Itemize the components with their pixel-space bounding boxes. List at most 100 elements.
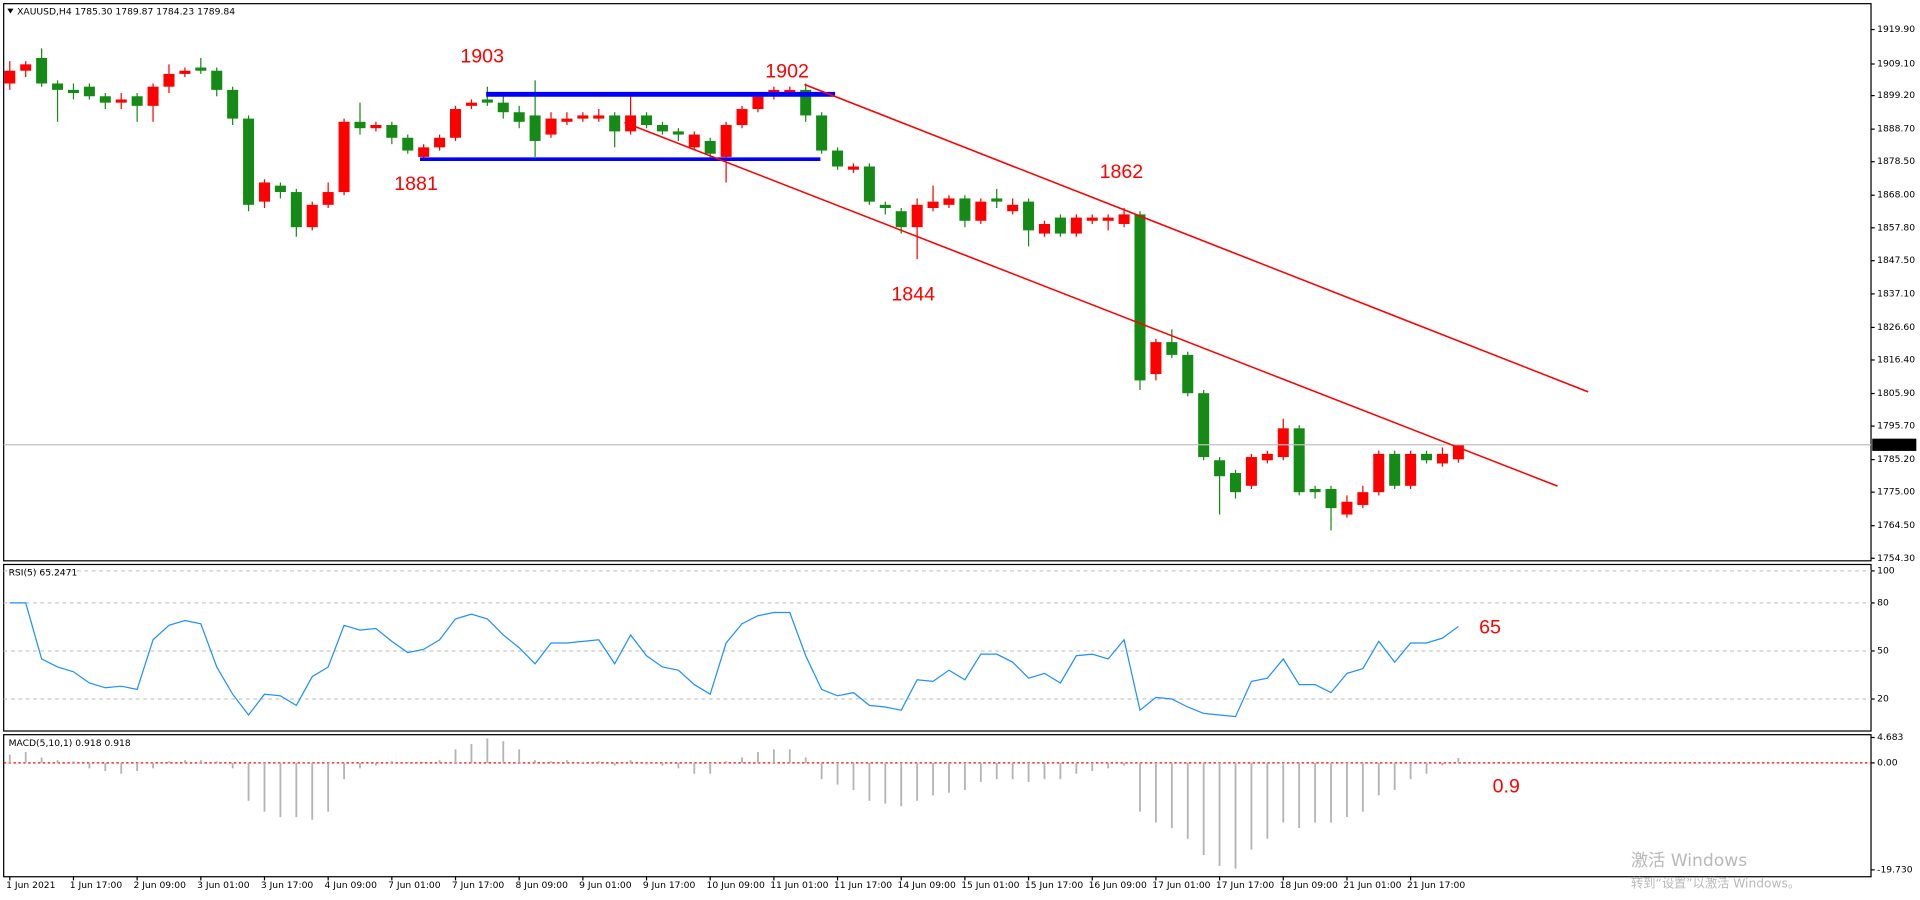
y-tick-label: -19.730 <box>1877 864 1913 875</box>
panel-frame <box>3 563 1872 732</box>
panel-title: RSI(5) 65.2471 <box>9 568 78 579</box>
candle-body <box>609 115 621 132</box>
y-tick-label: 1909.10 <box>1877 59 1915 70</box>
y-tick-label: 4.683 <box>1877 732 1903 743</box>
candle-body <box>1118 214 1130 224</box>
x-tick-label: 18 Jun 09:00 <box>1280 880 1338 891</box>
candle-body <box>338 121 350 193</box>
panel-frame <box>3 3 1872 562</box>
candle-body <box>911 204 923 228</box>
y-tick-label: 1847.50 <box>1877 255 1915 266</box>
y-tick-label: 1785.20 <box>1877 454 1915 465</box>
candle-body <box>800 89 812 116</box>
candle-body <box>577 115 589 119</box>
y-tick-label: 20 <box>1877 693 1889 704</box>
x-tick-label: 15 Jun 01:00 <box>961 880 1019 891</box>
candle-body <box>67 89 79 94</box>
candle-body <box>545 118 557 135</box>
candle-body <box>4 70 16 84</box>
candle-body <box>625 115 637 132</box>
candle-body <box>688 134 700 148</box>
candle-body <box>641 115 653 125</box>
candle-body <box>847 166 859 170</box>
candle-body <box>1293 428 1305 493</box>
candle-body <box>290 192 302 228</box>
candle-body <box>991 198 1003 202</box>
watermark: 转到“设置”以激活 Windows。 <box>1631 876 1800 891</box>
candle-body <box>52 83 64 90</box>
x-tick-label: 1 Jun 2021 <box>6 880 55 891</box>
y-tick-label: 1837.10 <box>1877 288 1915 299</box>
panel-title: MACD(5,10,1) 0.918 0.918 <box>9 738 131 749</box>
candle-body <box>1277 428 1289 458</box>
candle-body <box>672 131 684 135</box>
candle-body <box>386 124 398 138</box>
candle-body <box>83 86 95 97</box>
candle-body <box>561 118 573 122</box>
x-tick-label: 2 Jun 09:00 <box>133 880 186 891</box>
panel-title: XAUUSD,H4 1785.30 1789.87 1784.23 1789.8… <box>17 7 235 18</box>
candle-body <box>115 99 127 103</box>
candle-body <box>1357 492 1369 505</box>
channel-lower <box>624 121 1558 487</box>
last-price-box <box>1872 438 1917 451</box>
candle-body <box>1038 223 1050 234</box>
x-tick-label: 14 Jun 09:00 <box>898 880 956 891</box>
candle-body <box>1198 393 1210 458</box>
y-tick-label: 1919.90 <box>1877 24 1915 35</box>
candle-body <box>322 192 334 205</box>
candle-body <box>131 96 143 106</box>
y-tick-label: 1764.50 <box>1877 520 1915 531</box>
x-tick-label: 3 Jun 01:00 <box>197 880 250 891</box>
candle-body <box>1309 488 1321 493</box>
candle-body <box>1166 342 1178 355</box>
candle-body <box>243 118 255 205</box>
y-tick-label: 100 <box>1877 565 1895 576</box>
candle-body <box>816 115 828 151</box>
x-tick-label: 21 Jun 17:00 <box>1407 880 1465 891</box>
candle-body <box>863 166 875 202</box>
x-tick-label: 17 Jun 01:00 <box>1152 880 1210 891</box>
candle-body <box>704 140 716 154</box>
candle-body <box>927 201 939 209</box>
candle-body <box>481 99 493 103</box>
watermark: 激活 Windows <box>1631 851 1747 871</box>
candle-body <box>720 124 732 157</box>
candle-body <box>306 204 318 228</box>
candle-body <box>1214 460 1226 477</box>
x-tick-label: 10 Jun 09:00 <box>707 880 765 891</box>
candle-body <box>211 70 223 90</box>
x-tick-label: 1 Jun 17:00 <box>70 880 123 891</box>
y-tick-label: 1795.70 <box>1877 421 1915 432</box>
y-tick-label: 80 <box>1877 597 1889 608</box>
candle-body <box>1023 201 1035 231</box>
candle-body <box>258 182 270 202</box>
candle-body <box>418 147 430 157</box>
annotation: 1881 <box>394 173 438 195</box>
y-tick-label: 0.00 <box>1877 757 1898 768</box>
candle-body <box>1086 217 1098 221</box>
candle-body <box>227 89 239 119</box>
candle-body <box>736 109 748 125</box>
candle-body <box>656 124 668 132</box>
menu-triangle[interactable] <box>7 8 14 14</box>
candle-body <box>450 109 462 138</box>
candle-body <box>513 112 525 122</box>
panel-frame <box>3 734 1872 878</box>
x-tick-label: 15 Jun 17:00 <box>1025 880 1083 891</box>
y-tick-label: 50 <box>1877 645 1889 656</box>
y-tick-label: 1878.50 <box>1877 156 1915 167</box>
x-tick-label: 7 Jun 01:00 <box>388 880 441 891</box>
candle-body <box>1373 453 1385 493</box>
candle-body <box>195 67 207 71</box>
x-tick-label: 17 Jun 17:00 <box>1216 880 1274 891</box>
y-tick-label: 1775.00 <box>1877 487 1915 498</box>
x-tick-label: 16 Jun 09:00 <box>1089 880 1147 891</box>
candle-body <box>20 64 32 71</box>
y-tick-label: 1868.00 <box>1877 190 1915 201</box>
candle-body <box>943 198 955 205</box>
candle-body <box>975 201 987 221</box>
